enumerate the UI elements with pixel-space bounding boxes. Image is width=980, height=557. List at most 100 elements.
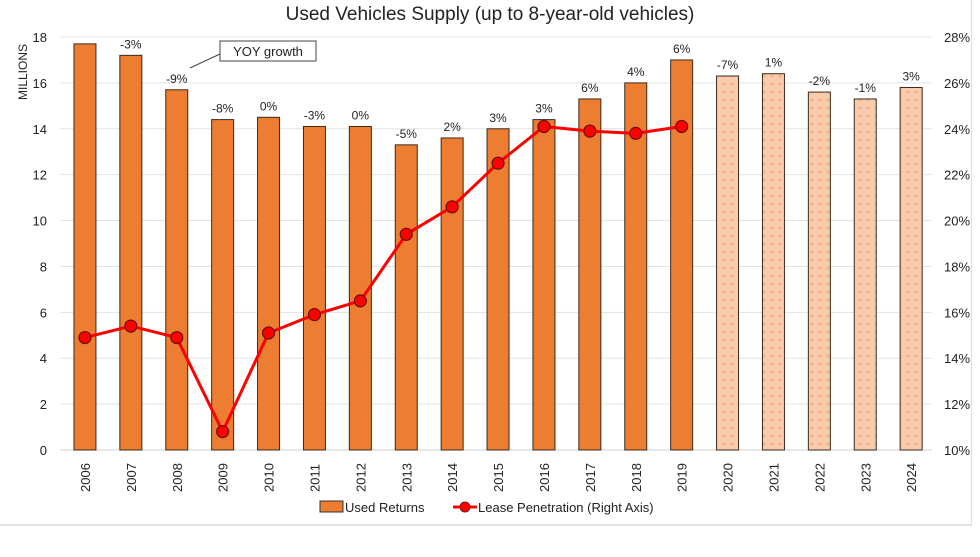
x-tick-label: 2019 <box>675 463 690 492</box>
bar <box>394 144 418 451</box>
x-tick-label: 2012 <box>353 463 368 492</box>
x-tick-label: 2020 <box>721 463 736 492</box>
annotation-leader-line <box>189 53 221 69</box>
left-tick-label: 0 <box>40 443 47 458</box>
x-tick-label: 2013 <box>399 463 414 492</box>
line-point <box>583 124 597 138</box>
bar <box>211 119 235 451</box>
right-tick-label: 28% <box>944 30 970 45</box>
bar-forecast <box>807 91 831 451</box>
right-tick-label: 22% <box>944 168 970 183</box>
left-tick-label: 6 <box>40 305 47 320</box>
bar-data-label: 6% <box>581 81 599 95</box>
line-point <box>629 126 643 140</box>
bar-data-label: -8% <box>212 102 234 116</box>
bar-data-label: -2% <box>809 74 831 88</box>
line-point <box>491 156 505 170</box>
right-tick-label: 18% <box>944 259 970 274</box>
bar-data-label: 4% <box>627 65 645 79</box>
bar <box>578 98 602 451</box>
bar-data-label: -9% <box>166 72 188 86</box>
bar-data-label: -3% <box>304 108 326 122</box>
line-point <box>124 319 138 333</box>
bar-data-labels: -3% -9% -8% 0% -3% 0% -5% 2% 3% 3% 6% 4% 6% -7% 1% -2% -… <box>120 37 920 140</box>
bar <box>302 125 326 451</box>
legend-swatch-marker <box>459 501 471 513</box>
right-tick-label: 16% <box>944 305 970 320</box>
x-tick-label: 2017 <box>583 463 598 492</box>
right-tick-label: 20% <box>944 214 970 229</box>
x-tick-label: 2015 <box>491 463 506 492</box>
line-point <box>261 326 276 340</box>
right-tick-label: 26% <box>944 76 970 91</box>
bar <box>348 125 372 451</box>
bar-data-label: -3% <box>120 37 142 51</box>
bar <box>670 59 694 451</box>
line-point <box>445 200 459 214</box>
left-axis-label: MILLIONS <box>16 44 30 100</box>
annotation-text: YOY growth <box>233 44 303 59</box>
x-tick-label: 2023 <box>858 463 873 492</box>
bar-forecast <box>716 75 740 451</box>
right-tick-label: 14% <box>944 351 970 366</box>
bar-series <box>73 43 923 451</box>
legend: Used Returns Lease Penetration (Right Ax… <box>319 500 654 515</box>
left-tick-label: 14 <box>33 122 47 137</box>
line-point <box>216 425 230 439</box>
right-tick-label: 12% <box>944 397 970 412</box>
right-tick-label: 10% <box>944 443 970 458</box>
bar-data-label: 0% <box>352 108 370 122</box>
bar <box>257 116 281 451</box>
bar-data-label: -1% <box>855 81 877 95</box>
chart-frame: Used Vehicles Supply (up to 8-year-old v… <box>0 0 972 526</box>
chart-title: Used Vehicles Supply (up to 8-year-old v… <box>286 4 695 25</box>
line-path <box>84 124 682 434</box>
left-tick-label: 10 <box>33 214 47 229</box>
bar-forecast <box>853 98 877 451</box>
bar-data-label: 2% <box>443 120 461 134</box>
legend-swatch-used-returns <box>319 500 344 513</box>
bar <box>165 89 189 451</box>
bar-data-label: 0% <box>260 99 278 113</box>
x-tick-label: 2016 <box>537 463 552 492</box>
bar-data-label: -5% <box>396 127 418 141</box>
bar <box>624 82 648 451</box>
x-tick-label: 2009 <box>216 463 231 492</box>
legend-label-lease-penetration: Lease Penetration (Right Axis) <box>478 500 654 515</box>
line-point <box>170 330 184 345</box>
x-tick-label: 2006 <box>78 463 93 492</box>
bar <box>532 119 556 451</box>
x-tick-label: 2014 <box>445 463 460 492</box>
left-axis: 0 2 4 6 8 10 12 14 16 18 <box>33 30 47 458</box>
left-tick-label: 8 <box>40 259 47 274</box>
x-axis-labels: 2006 2007 2008 2009 2010 2011 2012 2013 2014 2015… <box>78 463 919 492</box>
line-point <box>399 227 413 241</box>
bar-data-label: -7% <box>717 58 739 72</box>
right-tick-label: 24% <box>944 122 970 137</box>
bar <box>73 43 97 451</box>
bar-data-label: 6% <box>673 42 691 56</box>
bar-data-label: 3% <box>489 111 507 125</box>
line-point <box>78 330 92 345</box>
bar-data-label: 3% <box>535 102 553 116</box>
x-tick-label: 2008 <box>170 463 185 492</box>
bar <box>440 137 464 451</box>
bar <box>486 128 510 451</box>
bar-forecast <box>899 86 923 451</box>
x-tick-label: 2021 <box>766 463 781 492</box>
x-tick-label: 2018 <box>629 463 644 492</box>
x-tick-label: 2022 <box>812 463 827 492</box>
line-point <box>353 294 367 308</box>
x-tick-label: 2024 <box>904 463 919 492</box>
left-tick-label: 18 <box>33 30 47 45</box>
line-point <box>307 308 322 322</box>
x-tick-label: 2010 <box>262 463 277 492</box>
left-tick-label: 12 <box>33 168 47 183</box>
left-tick-label: 4 <box>40 351 47 366</box>
line-point <box>675 119 689 134</box>
annotation: YOY growth <box>189 40 317 69</box>
bar-data-label: 3% <box>902 69 920 83</box>
left-tick-label: 2 <box>40 397 47 412</box>
legend-label-used-returns: Used Returns <box>345 500 425 515</box>
